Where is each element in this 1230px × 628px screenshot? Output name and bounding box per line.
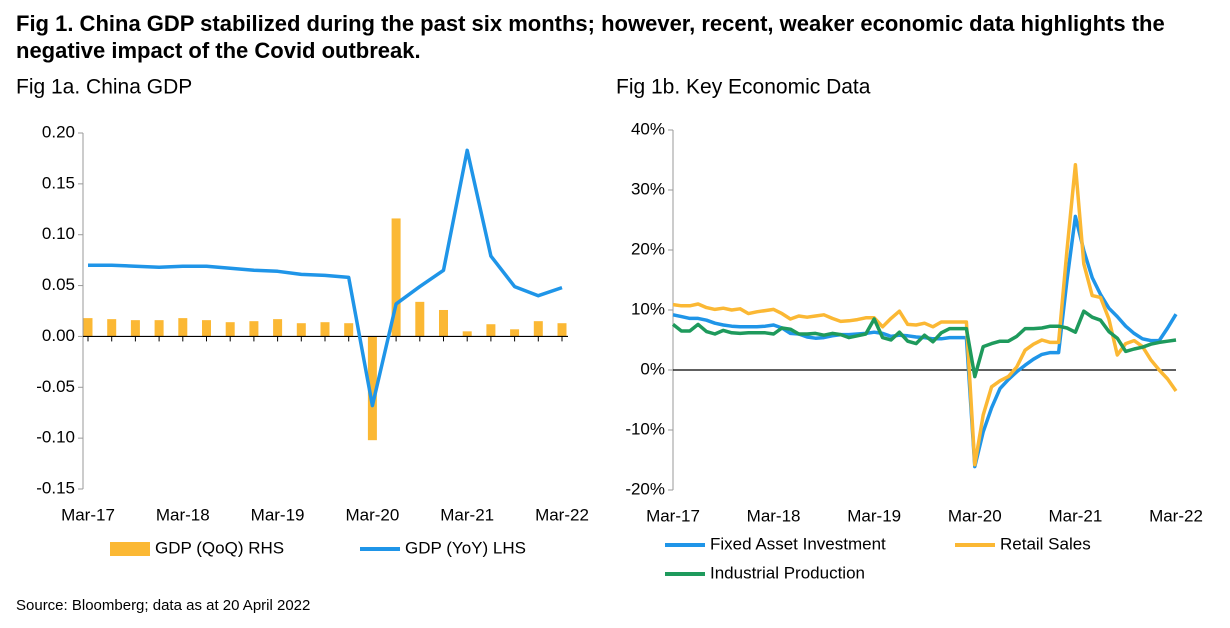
x-tick-label: Mar-20 xyxy=(345,505,399,524)
bar xyxy=(107,319,117,337)
bar xyxy=(320,322,330,337)
y-tick-label: 30% xyxy=(631,179,665,198)
bar xyxy=(296,323,306,337)
y-tick-label: 0.10 xyxy=(42,224,75,243)
bar xyxy=(273,319,283,337)
y-tick-label: 0.15 xyxy=(42,173,75,192)
x-tick-label: Mar-17 xyxy=(61,505,115,524)
y-tick-label: 0.00 xyxy=(42,326,75,345)
bar xyxy=(439,309,448,337)
chart-title: Fig 1. China GDP stabilized during the p… xyxy=(16,11,1165,63)
legend-label: GDP (QoQ) RHS xyxy=(155,538,284,557)
bar xyxy=(391,218,401,337)
y-tick-label: 20% xyxy=(631,239,665,258)
y-tick-label: -20% xyxy=(625,479,665,498)
y-tick-label: 40% xyxy=(631,119,665,138)
x-tick-label: Mar-21 xyxy=(440,505,494,524)
x-tick-label: Mar-18 xyxy=(747,506,801,525)
y-tick-label: -10% xyxy=(625,419,665,438)
bar xyxy=(225,322,235,337)
bar xyxy=(533,321,543,337)
line xyxy=(672,214,1178,469)
y-tick-label: -0.10 xyxy=(36,428,75,447)
bar xyxy=(202,320,211,337)
source: Source: Bloomberg; data as at 20 April 2… xyxy=(16,597,310,614)
x-tick-label: Mar-17 xyxy=(646,506,700,525)
bar xyxy=(130,320,140,337)
bar xyxy=(510,329,520,337)
x-tick-label: Mar-22 xyxy=(535,505,589,524)
bar xyxy=(557,323,567,337)
x-tick-label: Mar-21 xyxy=(1048,506,1102,525)
y-tick-label: 0.20 xyxy=(42,122,75,141)
bar xyxy=(154,320,164,337)
panel-title: Fig 1a. China GDP xyxy=(16,76,192,99)
bar xyxy=(367,336,377,441)
bar xyxy=(486,324,496,337)
y-tick-label: -0.05 xyxy=(36,377,75,396)
line xyxy=(672,163,1178,467)
x-tick-label: Mar-20 xyxy=(948,506,1002,525)
x-tick-label: Mar-19 xyxy=(847,506,901,525)
legend-swatch xyxy=(110,542,150,556)
bar xyxy=(83,318,93,337)
line xyxy=(88,148,563,408)
y-tick-label: 10% xyxy=(631,299,665,318)
line xyxy=(671,309,1177,379)
y-tick-label: 0.05 xyxy=(42,275,75,294)
legend-label: Fixed Asset Investment xyxy=(710,534,886,553)
x-tick-label: Mar-22 xyxy=(1149,506,1203,525)
bar xyxy=(178,318,188,337)
legend-label: Industrial Production xyxy=(710,563,865,582)
y-tick-label: -0.15 xyxy=(36,478,75,497)
bar xyxy=(415,301,425,337)
legend-label: Retail Sales xyxy=(1000,534,1091,553)
x-tick-label: Mar-18 xyxy=(156,505,210,524)
bar xyxy=(249,321,259,337)
panel-title: Fig 1b. Key Economic Data xyxy=(616,76,871,99)
x-tick-label: Mar-19 xyxy=(251,505,305,524)
legend-label: GDP (YoY) LHS xyxy=(405,538,526,557)
bar xyxy=(344,323,354,337)
y-tick-label: 0% xyxy=(640,359,665,378)
bar xyxy=(462,331,472,337)
